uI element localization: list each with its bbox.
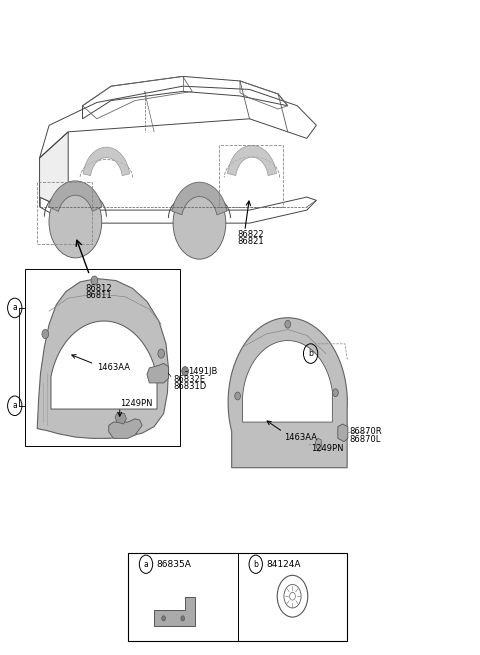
Polygon shape	[109, 419, 142, 438]
Circle shape	[285, 320, 290, 328]
Circle shape	[91, 276, 98, 285]
Text: 1463AA: 1463AA	[284, 432, 317, 441]
Bar	[218, 145, 283, 207]
Circle shape	[162, 616, 166, 621]
Circle shape	[333, 389, 338, 397]
Polygon shape	[154, 597, 195, 626]
Circle shape	[235, 392, 240, 400]
Text: a: a	[12, 402, 17, 410]
Polygon shape	[315, 438, 322, 451]
Circle shape	[181, 616, 185, 621]
Polygon shape	[228, 318, 348, 468]
Text: 86811: 86811	[85, 291, 111, 300]
Text: 86870R: 86870R	[350, 427, 383, 436]
Text: 86821: 86821	[238, 237, 264, 246]
Wedge shape	[172, 182, 227, 215]
Text: 1249PN: 1249PN	[120, 400, 152, 408]
Circle shape	[42, 329, 48, 339]
Text: 1463AA: 1463AA	[97, 364, 130, 373]
Polygon shape	[39, 132, 68, 210]
Text: 86832E: 86832E	[173, 375, 205, 384]
Polygon shape	[338, 424, 348, 441]
Text: b: b	[253, 560, 258, 569]
Bar	[25, 269, 180, 446]
Text: 1491JB: 1491JB	[189, 367, 218, 376]
Circle shape	[158, 349, 165, 358]
Polygon shape	[147, 364, 168, 383]
Text: 1249PN: 1249PN	[311, 443, 343, 453]
Text: 86835A: 86835A	[156, 560, 192, 569]
Text: a: a	[144, 560, 148, 569]
Bar	[128, 553, 348, 641]
Wedge shape	[48, 181, 102, 212]
Polygon shape	[37, 278, 168, 438]
Polygon shape	[115, 412, 126, 424]
Wedge shape	[228, 145, 276, 176]
Text: a: a	[12, 303, 17, 312]
Polygon shape	[51, 321, 157, 409]
Circle shape	[49, 186, 102, 258]
Text: 86812: 86812	[85, 284, 111, 293]
Bar	[37, 182, 92, 244]
Text: 86870L: 86870L	[350, 435, 381, 444]
Circle shape	[182, 367, 189, 376]
Circle shape	[173, 187, 226, 259]
Text: b: b	[308, 349, 313, 358]
Text: 84124A: 84124A	[266, 560, 301, 569]
Wedge shape	[83, 147, 130, 176]
Polygon shape	[242, 341, 332, 422]
Text: 86822: 86822	[238, 230, 264, 238]
Text: 86831D: 86831D	[173, 382, 206, 390]
